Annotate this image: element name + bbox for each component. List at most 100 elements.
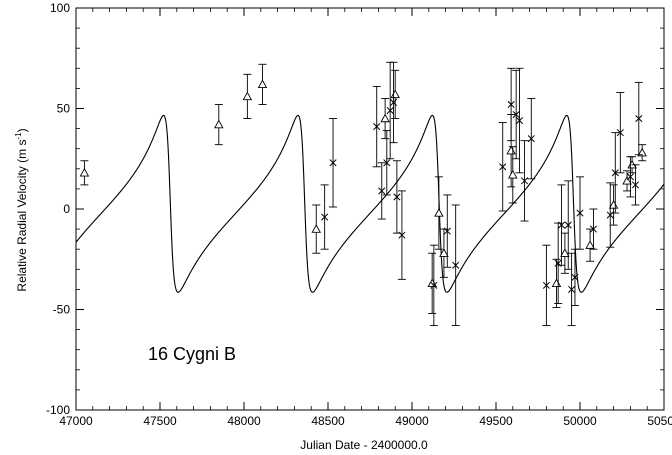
cross-data-point [634, 81, 643, 156]
cross-data-point [515, 67, 524, 174]
cross-data-point [429, 244, 438, 327]
cross-data-point [329, 118, 338, 208]
y-axis-label-superscript: -1 [14, 132, 23, 140]
y-axis-label: Relative Radial Velocity (m s-1) [14, 128, 29, 291]
triangle-data-point [214, 104, 224, 146]
cross-marker [589, 225, 597, 233]
cross-data-point [372, 85, 381, 168]
cross-data-point [512, 69, 521, 160]
x-axis-label: Julian Date - 2400000.0 [300, 438, 428, 452]
cross-marker [378, 187, 386, 195]
x-tick-label: 48500 [311, 414, 345, 428]
cross-data-point [589, 208, 598, 250]
cross-marker [321, 213, 329, 221]
data-points-layer [79, 61, 647, 327]
triangle-data-point [79, 160, 90, 186]
triangle-marker [257, 79, 268, 89]
cross-marker [389, 98, 398, 107]
cross-marker [507, 100, 515, 109]
x-tick-label: 48000 [227, 414, 261, 428]
axis-ticks-layer: 47000 47500 48000 48500 49000 49500 50000 50500… [46, 1, 672, 428]
x-tick-label: 50000 [563, 414, 597, 428]
triangle-marker [380, 113, 390, 123]
cross-marker [499, 163, 507, 171]
cross-marker [443, 227, 451, 235]
triangle-data-point [560, 232, 570, 274]
triangle-data-point [439, 228, 449, 278]
triangle-data-point [242, 73, 253, 120]
cross-data-point [498, 122, 507, 212]
y-axis-label-text: Relative Radial Velocity (m s [15, 140, 29, 292]
triangle-data-point [637, 144, 647, 162]
cross-marker [635, 114, 643, 123]
cross-data-point [320, 184, 329, 250]
triangle-marker [214, 119, 224, 129]
cross-data-point [611, 132, 620, 214]
triangle-data-point [311, 204, 322, 254]
cross-data-point [557, 184, 566, 266]
cross-data-point [567, 252, 576, 327]
cross-data-point [389, 61, 398, 144]
triangle-marker [622, 175, 632, 185]
star-name-annotation: 16 Cygni B [148, 344, 236, 364]
triangle-data-point [508, 146, 518, 204]
cross-marker [542, 281, 550, 289]
cross-marker [373, 123, 381, 131]
cross-marker [626, 173, 634, 181]
y-tick-label: 50 [57, 102, 71, 116]
x-tick-label: 49500 [479, 414, 513, 428]
cross-marker [616, 129, 624, 137]
y-axis-label-close: ) [15, 128, 29, 132]
cross-data-point [443, 194, 452, 268]
cross-marker [515, 117, 524, 125]
cross-data-point [542, 244, 551, 327]
y-tick-label: 100 [50, 1, 70, 15]
triangle-marker [79, 167, 90, 177]
cross-marker [631, 181, 639, 189]
x-tick-label: 47000 [59, 414, 93, 428]
cross-marker [564, 221, 572, 229]
cross-data-point [606, 182, 615, 248]
cross-data-point [382, 130, 391, 196]
y-tick-label: -50 [53, 303, 71, 317]
cross-marker [512, 110, 520, 119]
cross-data-point [397, 190, 406, 280]
cross-data-point [451, 204, 460, 327]
x-tick-label: 47500 [143, 414, 177, 428]
triangle-marker [439, 248, 449, 257]
cross-data-point [576, 176, 584, 250]
x-tick-label: 49000 [395, 414, 429, 428]
cross-marker [383, 159, 391, 167]
cross-data-point [554, 222, 563, 304]
cross-marker [329, 159, 337, 167]
cross-data-point [616, 91, 625, 174]
cross-marker [557, 221, 566, 229]
triangle-marker [311, 224, 322, 233]
triangle-data-point [585, 228, 595, 262]
cross-marker [568, 285, 576, 293]
triangle-marker [560, 248, 570, 257]
cross-marker [452, 261, 460, 269]
cross-marker [576, 209, 584, 217]
triangle-marker [242, 91, 253, 101]
triangle-marker [637, 147, 647, 157]
cross-marker [393, 193, 401, 201]
cross-data-point [564, 180, 573, 270]
x-tick-label: 50500 [647, 414, 672, 428]
cross-marker [527, 135, 535, 143]
model-curve-layer [75, 114, 665, 293]
cross-data-point [377, 162, 386, 220]
model-orbit-curve [75, 114, 665, 293]
triangle-marker [585, 240, 595, 249]
triangle-marker [434, 208, 444, 217]
cross-data-point [527, 97, 536, 180]
triangle-data-point [380, 97, 390, 140]
y-tick-label: -100 [46, 403, 70, 417]
triangle-data-point [434, 176, 444, 250]
cross-marker [611, 169, 619, 177]
cross-data-point [631, 164, 640, 206]
cross-marker [398, 231, 406, 239]
cross-marker [386, 106, 394, 115]
